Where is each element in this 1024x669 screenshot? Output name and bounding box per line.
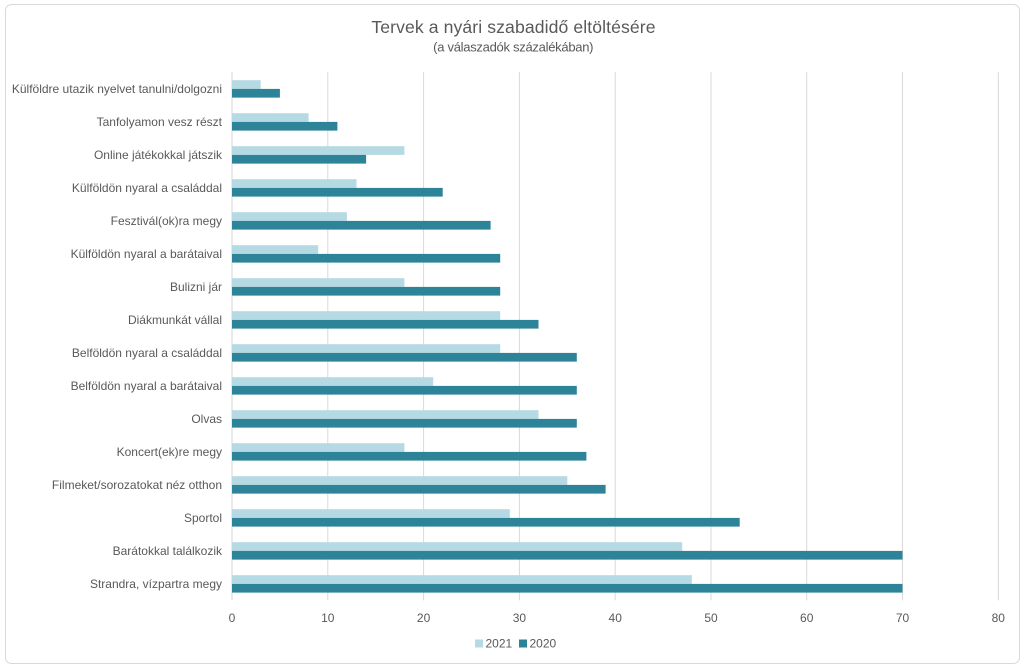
svg-text:Barátokkal találkozik: Barátokkal találkozik [113,544,223,558]
svg-text:50: 50 [704,611,718,625]
svg-text:Belföldön nyaral a barátaival: Belföldön nyaral a barátaival [71,379,222,393]
svg-text:Fesztivál(ok)ra megy: Fesztivál(ok)ra megy [111,214,222,228]
svg-text:Olvas: Olvas [191,412,222,426]
svg-text:Tanfolyamon vesz részt: Tanfolyamon vesz részt [97,115,223,129]
svg-text:Belföldön nyaral a családdal: Belföldön nyaral a családdal [72,346,222,360]
svg-text:Sportol: Sportol [184,511,222,525]
svg-text:60: 60 [800,611,814,625]
svg-text:Diákmunkát vállal: Diákmunkát vállal [128,313,222,327]
svg-text:0: 0 [229,611,236,625]
svg-text:80: 80 [992,611,1006,625]
svg-text:40: 40 [609,611,623,625]
svg-text:70: 70 [896,611,910,625]
svg-text:2020: 2020 [530,637,557,651]
svg-text:20: 20 [417,611,431,625]
svg-text:Filmeket/sorozatokat néz ottho: Filmeket/sorozatokat néz otthon [52,478,222,492]
svg-text:Tervek a nyári szabadidő eltöl: Tervek a nyári szabadidő eltöltésére [371,17,655,37]
svg-text:Online játékokkal játszik: Online játékokkal játszik [94,148,223,162]
svg-text:10: 10 [321,611,335,625]
svg-text:30: 30 [513,611,527,625]
svg-text:(a válaszadók százalékában): (a válaszadók százalékában) [433,40,593,55]
svg-text:Koncert(ek)re megy: Koncert(ek)re megy [117,445,222,459]
svg-text:Külföldre utazik nyelvet tanul: Külföldre utazik nyelvet tanulni/dolgozn… [12,82,222,96]
svg-text:Külföldön nyaral a családdal: Külföldön nyaral a családdal [72,181,222,195]
svg-text:Bulizni jár: Bulizni jár [170,280,222,294]
svg-text:2021: 2021 [486,637,513,651]
svg-text:Külföldön nyaral a barátaival: Külföldön nyaral a barátaival [71,247,222,261]
svg-text:Strandra, vízpartra megy: Strandra, vízpartra megy [90,577,222,591]
